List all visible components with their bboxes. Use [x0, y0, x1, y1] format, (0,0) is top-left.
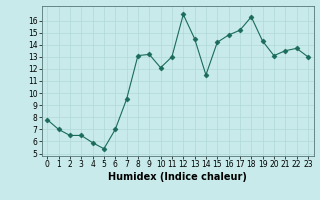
X-axis label: Humidex (Indice chaleur): Humidex (Indice chaleur)	[108, 172, 247, 182]
